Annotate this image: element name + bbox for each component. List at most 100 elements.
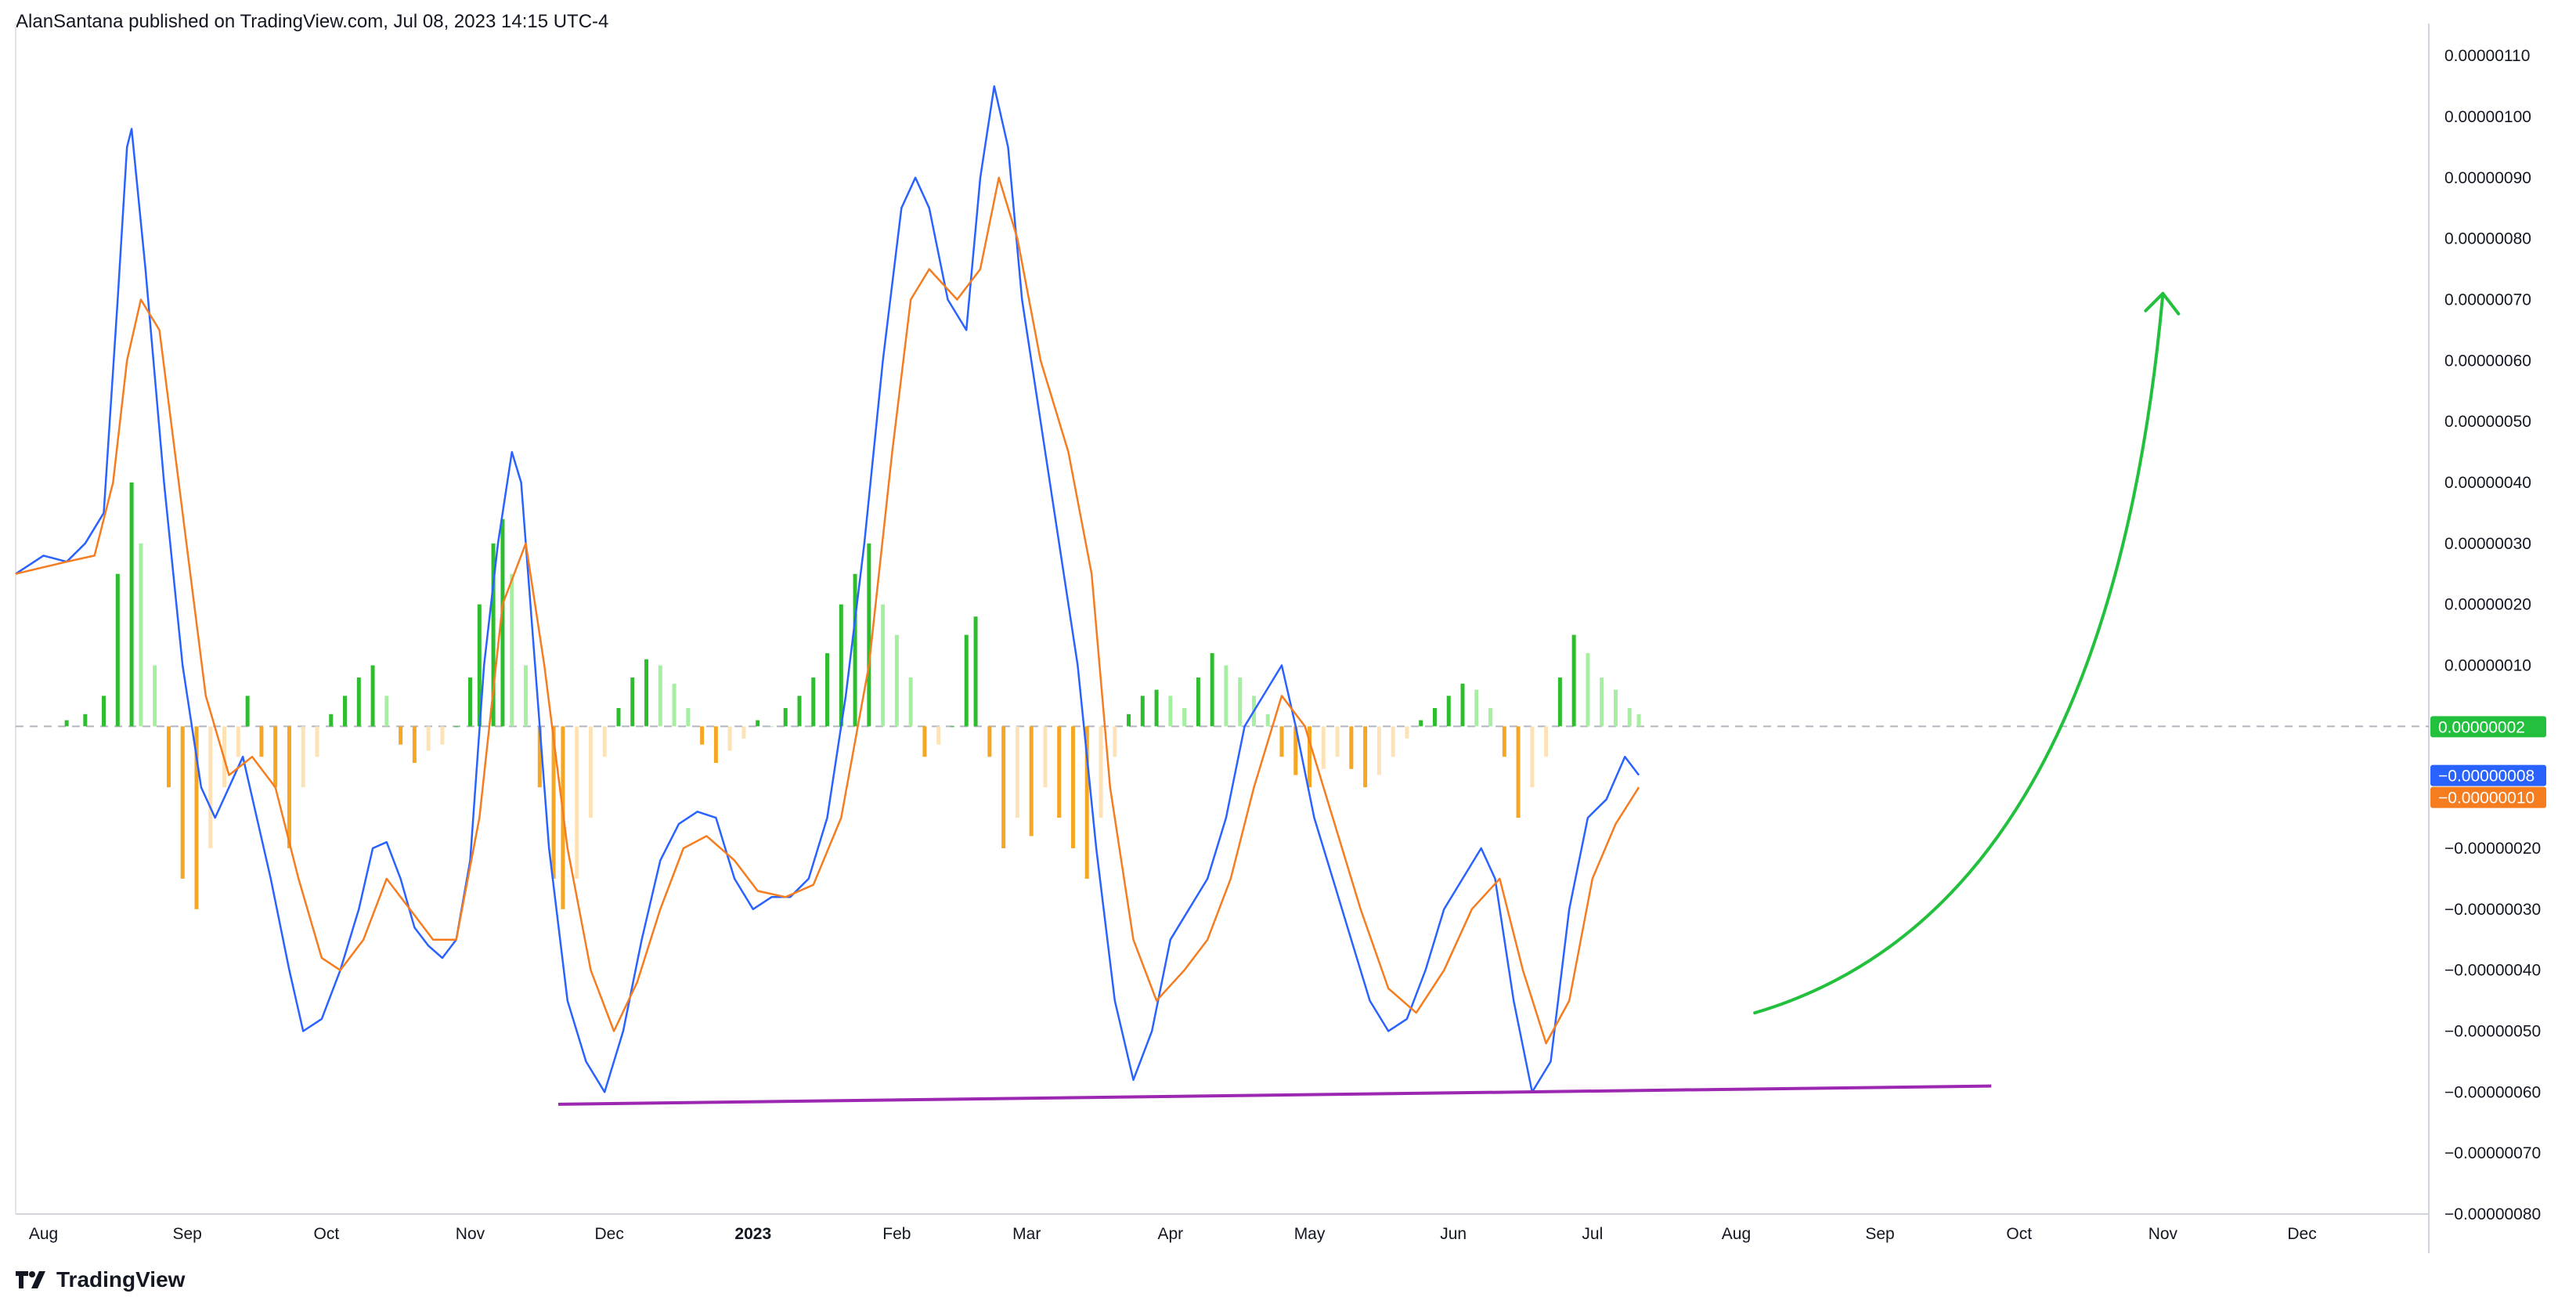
brand-name: TradingView [56,1267,186,1292]
time-tick-label: Dec [594,1225,623,1243]
histogram-bar [867,543,871,727]
price-tag [2430,786,2546,808]
price-tick-label: −0.00000060 [2444,1083,2541,1101]
histogram-bar [811,677,816,727]
histogram-bar [83,714,88,727]
histogram-bar [477,604,482,727]
histogram-bar [1627,707,1632,727]
histogram-bar [1636,714,1641,727]
histogram-bar [287,726,291,848]
price-tick-label: 0.00000010 [2444,656,2531,674]
price-tag [2430,764,2546,786]
histogram-bar [783,707,788,727]
price-tick-label: 0.00000100 [2444,108,2531,126]
chart-frame [15,23,2430,1253]
histogram-bar [1127,714,1131,727]
histogram-bar [524,665,529,727]
histogram-bar [208,726,213,848]
time-tick-label: Mar [1012,1225,1041,1243]
projection-arrow-head [2144,291,2181,316]
histogram-bar [1279,726,1284,757]
histogram-bar [922,726,927,757]
price-tick-label: −0.00000050 [2444,1022,2541,1040]
price-tick-label: 0.00000080 [2444,230,2531,248]
histogram-bar [1571,634,1576,727]
histogram-bar [412,726,417,764]
histogram-bar [166,726,171,788]
tradingview-logo-icon [16,1271,45,1288]
time-tick-label: 2023 [734,1225,771,1243]
histogram-bar [1432,707,1437,727]
histogram-bar [713,726,718,764]
histogram-bar [1613,689,1618,727]
histogram-bar [426,726,431,751]
histogram-bar [102,696,106,727]
histogram-bar [1488,707,1493,727]
histogram-bar [329,714,334,727]
histogram-bar [1015,726,1019,818]
price-axis[interactable]: 0.00000110 0.00000100 0.00000090 0.00000080… [2444,47,2541,1223]
histogram-bar [1168,696,1173,727]
histogram-bar [1349,726,1354,769]
price-tick-label: 0.00000110 [2444,47,2530,65]
footer-branding: TradingView [16,1267,185,1292]
histogram-bar [1154,689,1159,727]
publisher-line: AlanSantana published on TradingView.com… [16,11,609,32]
time-axis[interactable]: Aug Sep Oct Nov Dec 2023 Feb Mar Apr May Jun Jul Aug… [29,1225,2317,1243]
histogram-bar [1586,652,1590,727]
histogram-bar [727,726,732,751]
histogram-bar [500,519,505,727]
histogram-bar [1029,726,1034,836]
histogram-bar [950,726,954,728]
time-tick-label: Sep [172,1225,201,1243]
histogram-bar [537,726,542,788]
time-tick-label: Oct [2006,1225,2032,1243]
histogram-bar [1391,726,1395,757]
histogram-bar [551,726,556,879]
price-tick-label: 0.00000050 [2444,413,2531,431]
price-tick-label: 0.00000070 [2444,291,2531,309]
price-tick-label: −0.00000080 [2444,1205,2541,1223]
histogram-bar [399,726,403,745]
histogram-bar [467,677,472,727]
histogram-bar [1335,726,1340,757]
price-tag-label: −0.00000008 [2438,768,2535,786]
histogram-bar [1224,665,1228,727]
histogram-bar [1293,726,1298,775]
price-tick-label: 0.00000040 [2444,474,2531,492]
histogram-bar [1405,726,1409,739]
histogram-bar [769,726,774,728]
price-tick-label: 0.00000020 [2444,596,2531,614]
histogram-bar [1321,726,1326,769]
histogram-bar [1070,726,1075,848]
histogram-bar [1043,726,1048,788]
projection-arrow-curve [1753,291,2165,1015]
time-tick-label: May [1294,1225,1326,1243]
histogram-bar [602,726,607,757]
histogram-bar [1376,726,1381,775]
macd-line [15,85,1640,1093]
histogram-bar [894,634,899,727]
histogram-bar [1363,726,1368,788]
macd-histogram [64,482,1641,909]
histogram-bar [245,696,250,727]
histogram-bar [686,707,691,727]
histogram-bar [616,707,621,727]
histogram-bar [1001,726,1006,848]
price-tick-label: 0.00000030 [2444,535,2531,553]
histogram-bar [825,652,830,727]
histogram-bar [741,726,746,739]
histogram-bar [588,726,593,818]
histogram-bar [1460,683,1465,727]
histogram-bar [315,726,319,757]
histogram-bar [510,573,514,727]
histogram-bar [454,726,459,728]
drawing-annotations[interactable] [557,291,2181,1106]
signal-line [15,176,1640,1045]
histogram-bar [301,726,305,788]
price-tick-label: −0.00000070 [2444,1144,2541,1162]
histogram-bar [1099,726,1103,818]
histogram-bar [356,677,361,727]
time-tick-label: Aug [29,1225,58,1243]
